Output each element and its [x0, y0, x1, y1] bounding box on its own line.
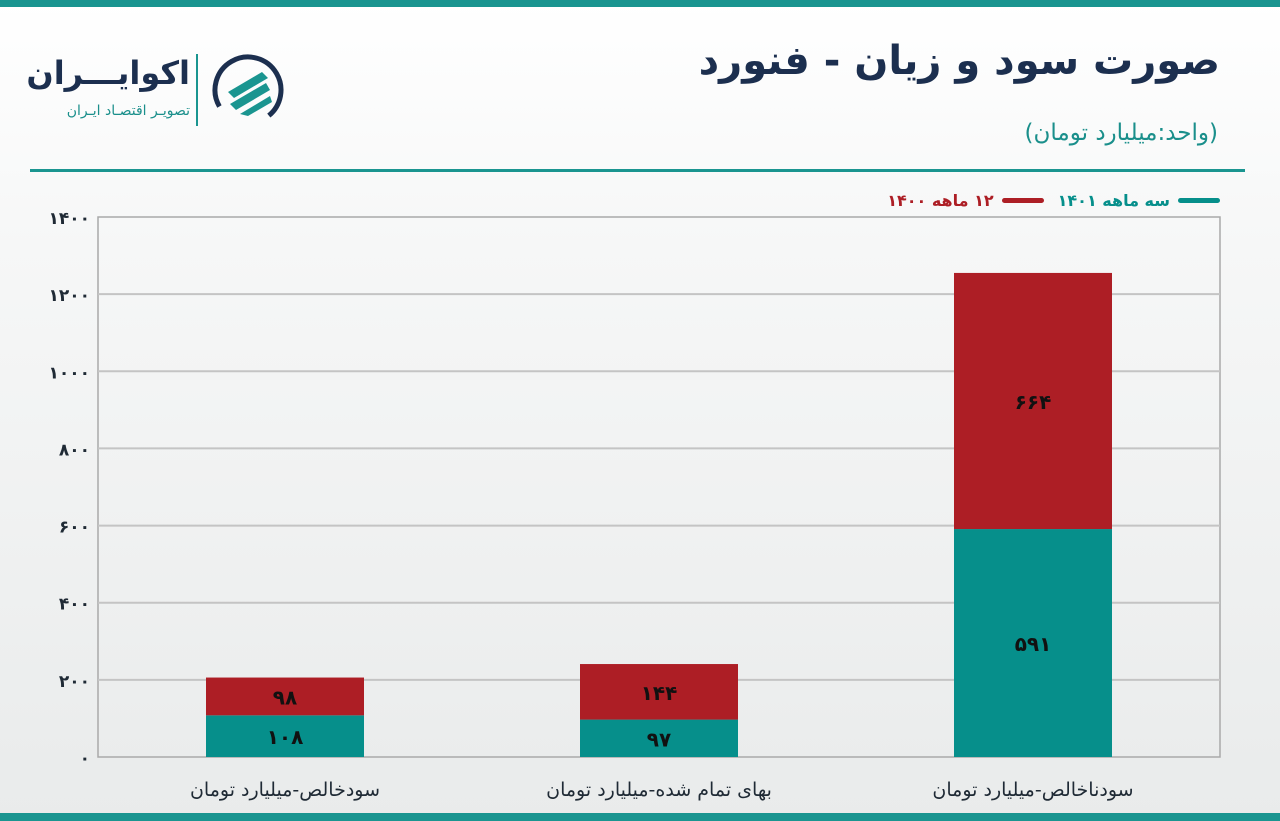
- unit-subtitle: (واحد:میلیارد تومان): [1024, 120, 1218, 146]
- data-label: ۶۶۴: [1015, 390, 1052, 414]
- y-tick-label: ۰: [80, 749, 90, 769]
- x-category-label: سودناخالص-میلیارد تومان: [932, 779, 1133, 801]
- top-accent-bar: [0, 0, 1280, 7]
- y-tick-label: ۱۴۰۰: [48, 209, 90, 229]
- logo-tagline: تصویـر اقتصـاد ایـران: [66, 103, 190, 119]
- data-label: ۹۸: [273, 685, 297, 709]
- y-tick-label: ۸۰۰: [59, 440, 90, 460]
- data-label: ۹۷: [647, 727, 671, 751]
- legend-item-12m1400: ۱۲ ماهه ۱۴۰۰: [887, 190, 1044, 210]
- header-divider: [30, 169, 1245, 172]
- y-tick-label: ۱۲۰۰: [48, 286, 90, 306]
- logo: اکوایـــران تصویـر اقتصـاد ایـران: [26, 48, 290, 132]
- bar-layer: [206, 272, 1112, 757]
- legend-swatch-12m1400: [1001, 197, 1044, 203]
- legend-item-q1401: سه ماهه ۱۴۰۱: [1058, 191, 1220, 210]
- data-label: ۱۴۴: [641, 681, 678, 705]
- label-layer: ۰ ۲۰۰ ۴۰۰ ۶۰۰ ۸۰۰ ۱۰۰۰ ۱۲۰۰ ۱۴۰۰ ۵۹۱ ۶۶۴ سودناخالص…: [48, 209, 1133, 801]
- legend-label-12m1400: ۱۲ ماهه ۱۴۰۰: [887, 190, 994, 210]
- data-label: ۱۰۸: [267, 725, 304, 749]
- y-tick-label: ۶۰۰: [59, 518, 90, 538]
- bar-segment: [206, 715, 364, 757]
- legend-label-q1401: سه ماهه ۱۴۰۱: [1057, 190, 1170, 210]
- logo-mark-icon: [212, 54, 284, 126]
- logo-name: اکوایـــران: [26, 54, 190, 92]
- legend: سه ماهه ۱۴۰۱ ۱۲ ماهه ۱۴۰۰: [887, 188, 1220, 212]
- legend-swatch-q1401: [1178, 197, 1220, 203]
- x-category-label: بهای تمام شده-میلیارد تومان: [546, 779, 772, 801]
- logo-separator: [196, 54, 198, 126]
- data-label: ۵۹۱: [1015, 632, 1052, 656]
- bar-segment: [954, 272, 1112, 530]
- bar-segment: [580, 719, 738, 757]
- x-category-label: سودخالص-میلیارد تومان: [190, 779, 380, 801]
- y-tick-label: ۱۰۰۰: [48, 363, 90, 383]
- bar-segment: [580, 664, 738, 720]
- y-tick-label: ۴۰۰: [59, 595, 90, 615]
- y-tick-label: ۲۰۰: [59, 672, 90, 692]
- bottom-accent-bar: [0, 813, 1280, 821]
- bar-segment: [954, 529, 1112, 757]
- page-title: صورت سود و زیان - فنورد: [698, 38, 1220, 84]
- bar-segment: [206, 677, 364, 716]
